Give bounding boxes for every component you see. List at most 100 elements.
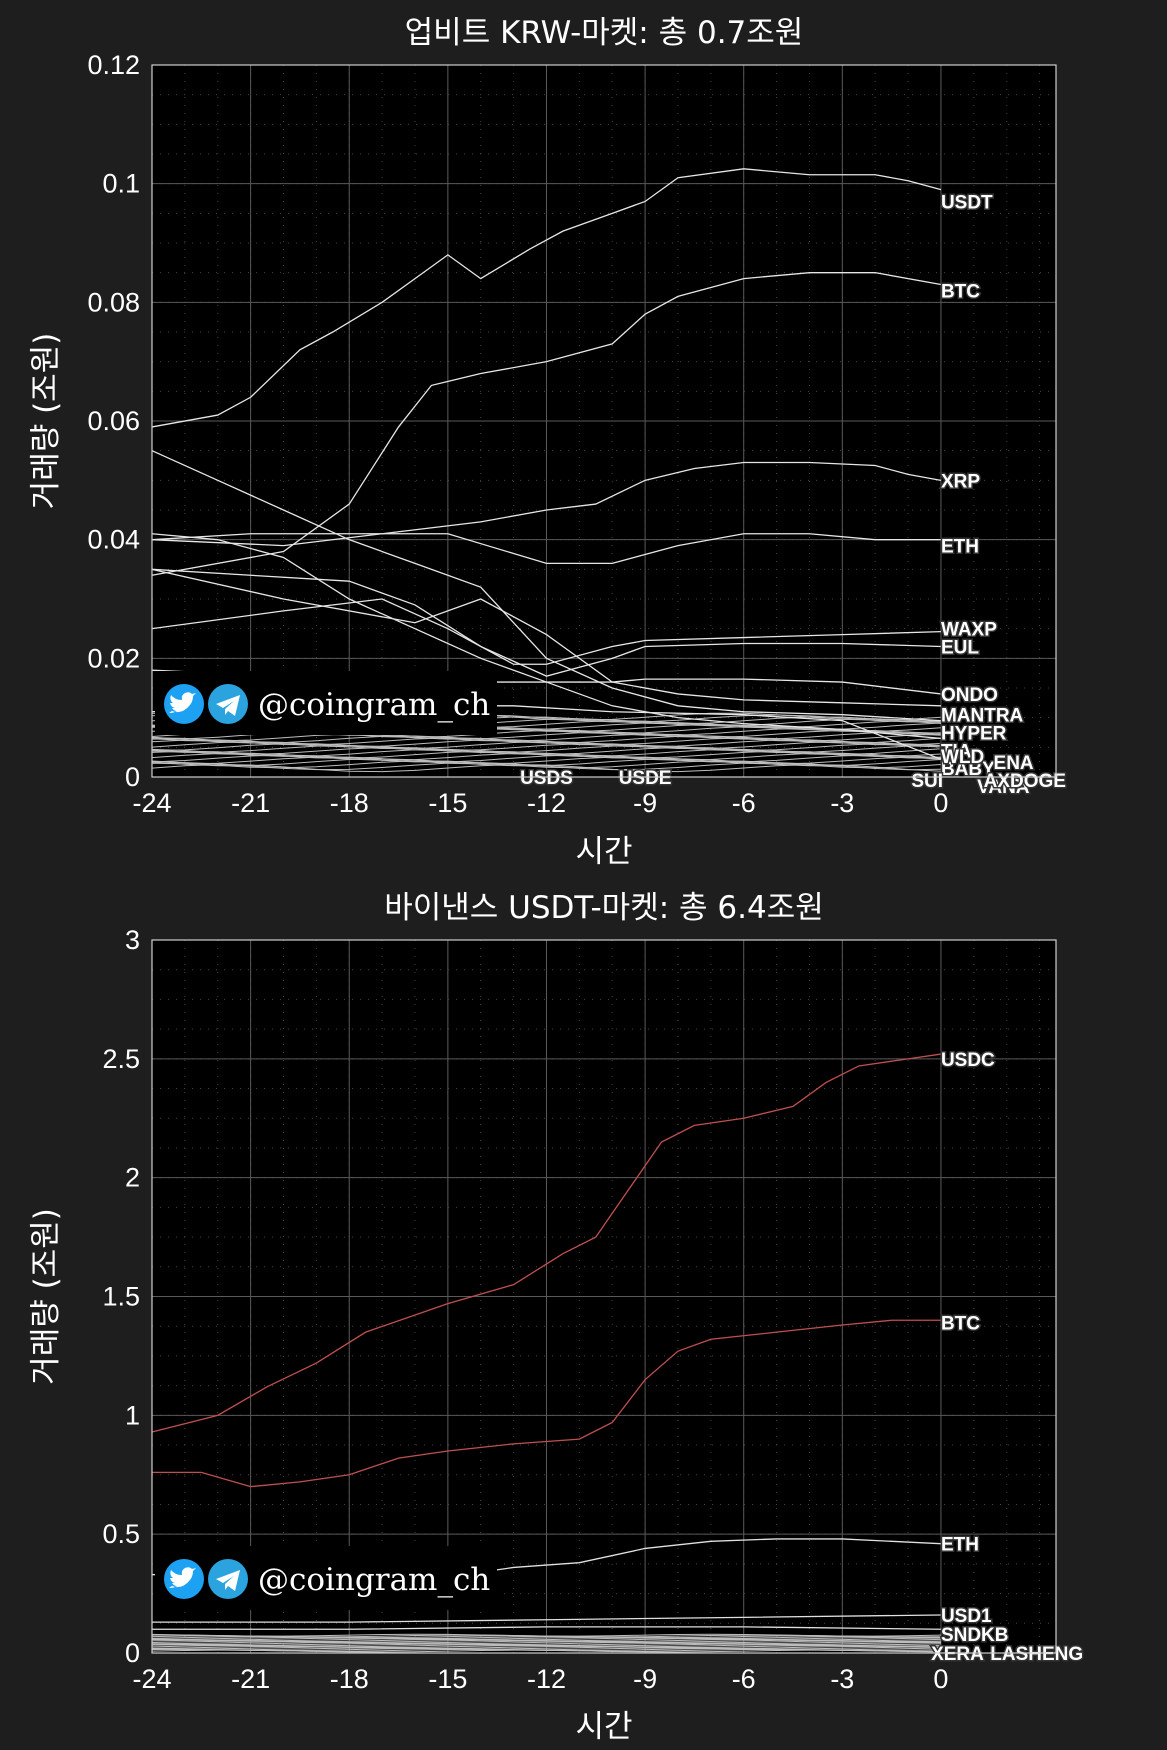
minor-series-line	[151, 744, 941, 753]
minor-series-line	[151, 764, 941, 773]
y-tick-label: 0.1	[102, 169, 140, 199]
series-line-hyper	[151, 450, 941, 722]
y-tick-label: 0.02	[87, 643, 140, 673]
end-label-wld: WLD	[941, 747, 984, 768]
x-tick-label: -21	[231, 788, 270, 818]
x-tick-label: -12	[527, 788, 566, 818]
x-tick-label: -3	[830, 788, 854, 818]
x-tick-label: -9	[633, 1664, 657, 1694]
end-label-ondo: ONDO	[941, 685, 998, 706]
y-tick-label: 3	[125, 925, 140, 955]
y-axis-label: 거래량 (조원)	[28, 333, 64, 510]
x-tick-label: -18	[330, 788, 369, 818]
y-tick-label: 0.08	[87, 287, 140, 317]
end-label-tia: TIA	[941, 741, 972, 762]
x-tick-label: -6	[732, 788, 756, 818]
minor-series-line	[151, 1646, 941, 1650]
end-label-lasheng: LASHENG	[990, 1644, 1083, 1665]
y-tick-label: 0	[125, 762, 140, 792]
x-tick-label: 0	[933, 1664, 948, 1694]
watermark: @coingram_ch	[155, 1546, 497, 1610]
minor-series-line	[151, 1636, 941, 1640]
x-tick-label: -9	[633, 788, 657, 818]
y-tick-label: 2	[125, 1163, 140, 1193]
end-label-doge: DOGE	[1010, 771, 1066, 792]
watermark-handle: @coingram_ch	[258, 687, 490, 723]
chart-title: 바이낸스 USDT-마켓: 총 6.4조원	[384, 890, 824, 926]
axes-box	[151, 64, 1057, 778]
x-tick-label: -21	[231, 1664, 270, 1694]
end-label-eth: ETH	[941, 1535, 979, 1556]
end-label-mantra: MANTRA	[941, 706, 1024, 727]
series-line-eth	[151, 533, 941, 565]
minor-series-line	[151, 1647, 941, 1651]
minor-series-line	[151, 735, 941, 744]
telegram-plane-glyph	[216, 695, 240, 716]
end-label-usdt: USDT	[941, 192, 993, 213]
series-line-usd1	[152, 1614, 941, 1623]
y-tick-label: 0	[125, 1638, 140, 1668]
minor-series-line	[151, 1641, 941, 1645]
end-label-xrp: XRP	[941, 471, 980, 492]
minor-series-line	[151, 1637, 941, 1641]
minor-series-line	[151, 1633, 941, 1637]
y-tick-label: 1	[125, 1400, 140, 1430]
y-tick-label: 0.06	[87, 406, 140, 436]
minor-series-line	[151, 733, 941, 742]
x-axis-label: 시간	[575, 834, 632, 870]
series-line-usdc	[151, 1053, 942, 1433]
series-line-waxp	[151, 598, 941, 665]
mid-label-usde: USDE	[619, 768, 672, 789]
end-label-axs: AXS	[984, 771, 1023, 792]
end-label-sndkb: SNDKB	[941, 1625, 1009, 1646]
minor-series-line	[151, 746, 941, 755]
x-tick-label: -18	[330, 1664, 369, 1694]
minor-series-line	[151, 739, 941, 748]
watermark: @coingram_ch	[155, 671, 497, 735]
end-label-btc: BTC	[941, 281, 980, 302]
end-label-ena: ENA	[994, 753, 1034, 774]
chart-title: 업비트 KRW-마켓: 총 0.7조원	[405, 15, 804, 51]
y-axis-label: 거래량 (조원)	[28, 1208, 64, 1385]
chart-panel-1: USDTBTCXRPETHWAXPEULONDOMANTRAHYPERTIABA…	[28, 15, 1067, 870]
end-label-eul: EUL	[941, 637, 979, 658]
y-tick-label: 0.12	[87, 50, 140, 80]
end-label-waxp: WAXP	[941, 620, 997, 641]
series-line-sndkb	[152, 1626, 941, 1630]
end-label-eth: ETH	[941, 537, 979, 558]
y-tick-label: 0.5	[102, 1519, 140, 1549]
y-tick-label: 2.5	[102, 1044, 140, 1074]
minor-series-line	[151, 1642, 941, 1646]
end-label-xera: XERA	[931, 1644, 984, 1665]
mid-label-usds: USDS	[520, 768, 573, 789]
x-tick-label: -15	[428, 788, 467, 818]
series-line-mantra	[151, 568, 941, 707]
x-tick-label: -6	[732, 1664, 756, 1694]
y-tick-label: 0.04	[87, 525, 140, 555]
x-tick-label: -24	[132, 788, 171, 818]
y-tick-label: 1.5	[102, 1282, 140, 1312]
minor-series-line	[151, 758, 941, 767]
series-line-btc	[152, 1319, 941, 1488]
twitter-bird-glyph	[169, 1567, 196, 1588]
end-label-usd1: USD1	[941, 1606, 992, 1627]
telegram-plane-glyph	[216, 1570, 240, 1591]
axes-box	[151, 939, 1057, 1654]
series-line-baby	[151, 533, 942, 740]
end-label-sui: SUI	[911, 771, 943, 792]
series-line-eul	[151, 568, 941, 677]
minor-series-line	[151, 1642, 941, 1645]
x-axis-label: 시간	[575, 1709, 632, 1745]
end-label-vana: VANA	[977, 777, 1030, 798]
x-tick-label: -3	[830, 1664, 854, 1694]
x-tick-label: -24	[132, 1664, 171, 1694]
end-label-btc: BTC	[941, 1314, 980, 1335]
series-line-btc	[151, 272, 942, 576]
x-tick-label: 0	[933, 788, 948, 818]
twitter-bird-glyph	[169, 692, 196, 713]
minor-series-line	[151, 756, 941, 765]
end-label-usdc: USDC	[941, 1050, 995, 1071]
watermark-handle: @coingram_ch	[258, 1562, 490, 1598]
